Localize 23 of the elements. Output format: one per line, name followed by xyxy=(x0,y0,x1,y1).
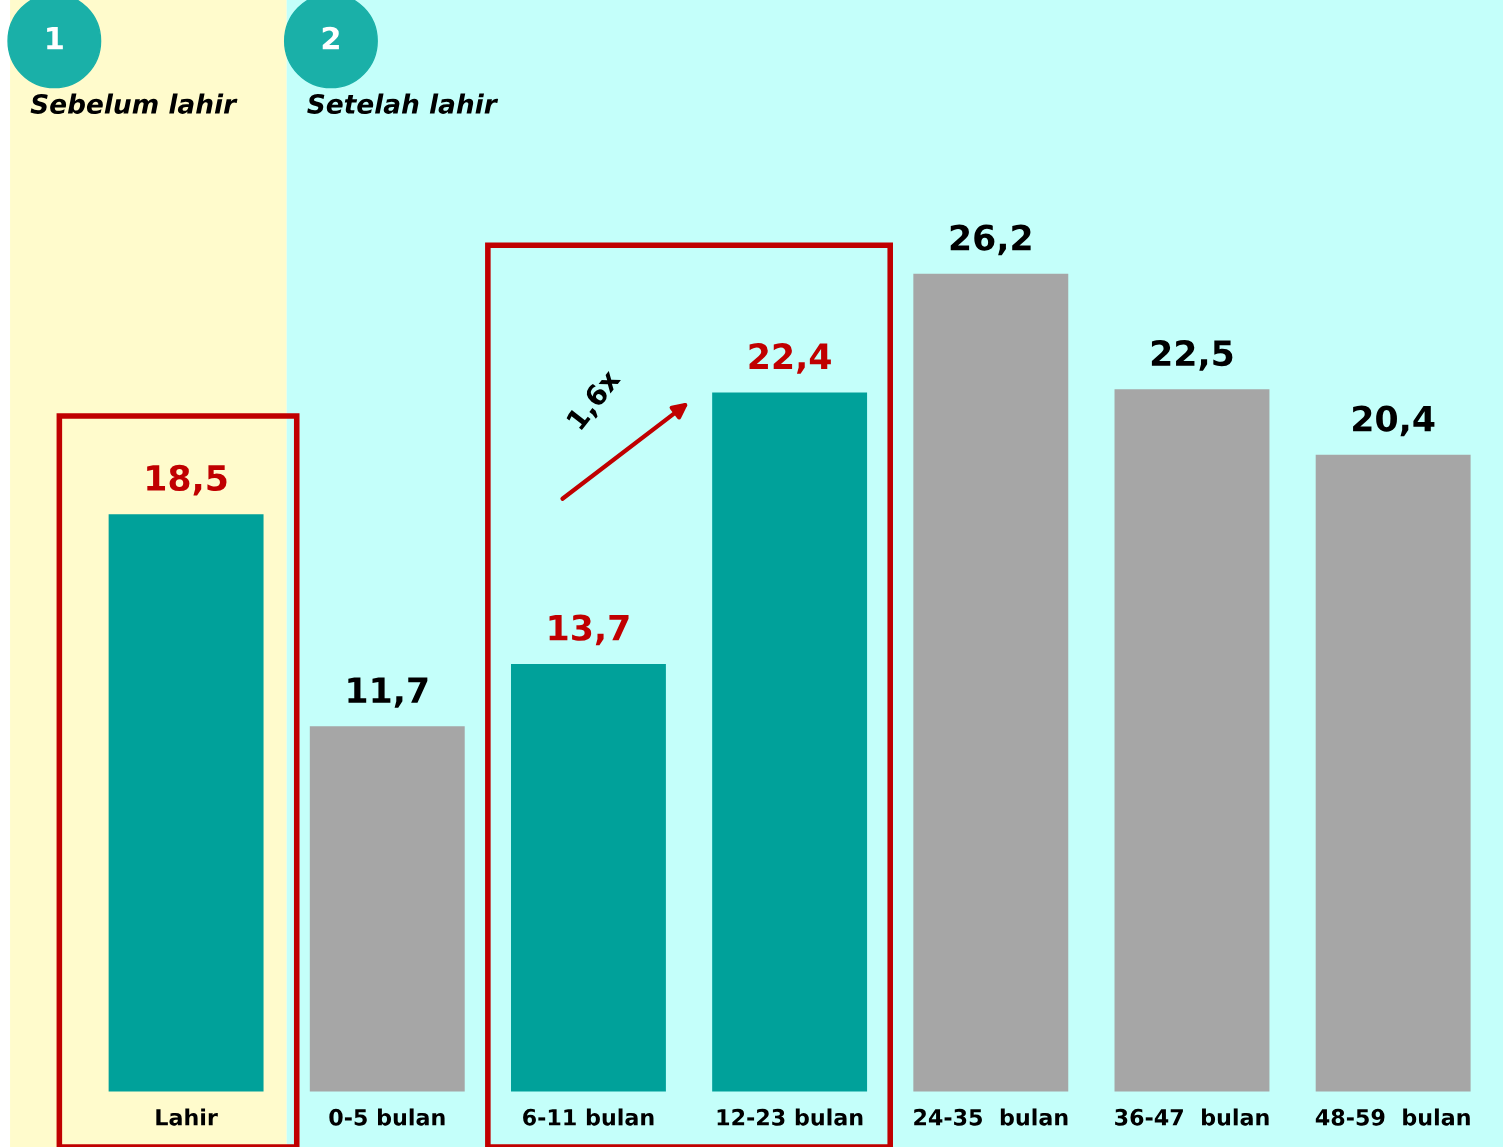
x-tick-label: 48-59 bulan xyxy=(1315,1108,1470,1126)
data-label: 20,4 xyxy=(1353,405,1435,437)
data-label: 26,2 xyxy=(950,224,1031,256)
bar xyxy=(1315,454,1471,1092)
x-tick-label: Lahir xyxy=(156,1108,218,1126)
data-label: 22,4 xyxy=(749,343,831,374)
bar xyxy=(913,273,1069,1092)
data-label: 11,7 xyxy=(348,677,428,708)
data-label: 22,5 xyxy=(1151,339,1233,371)
x-tick-label: 6-11 bulan xyxy=(523,1108,654,1126)
x-tick-label: 36-47 bulan xyxy=(1115,1108,1269,1126)
text: 2 xyxy=(322,26,339,50)
band-label: Setelah lahir xyxy=(307,93,499,114)
data-label: 18,5 xyxy=(147,464,227,496)
data-label: 13,7 xyxy=(549,614,629,646)
bar xyxy=(309,726,465,1092)
bar xyxy=(1114,389,1270,1092)
x-tick-label: 12-23 bulan xyxy=(717,1108,863,1126)
text: 1 xyxy=(47,27,63,50)
bar xyxy=(510,663,666,1092)
band-label: Sebelum lahir xyxy=(30,93,238,114)
x-tick-label: 0-5 bulan xyxy=(329,1108,445,1126)
x-tick-label: 24-35 bulan xyxy=(914,1108,1068,1126)
